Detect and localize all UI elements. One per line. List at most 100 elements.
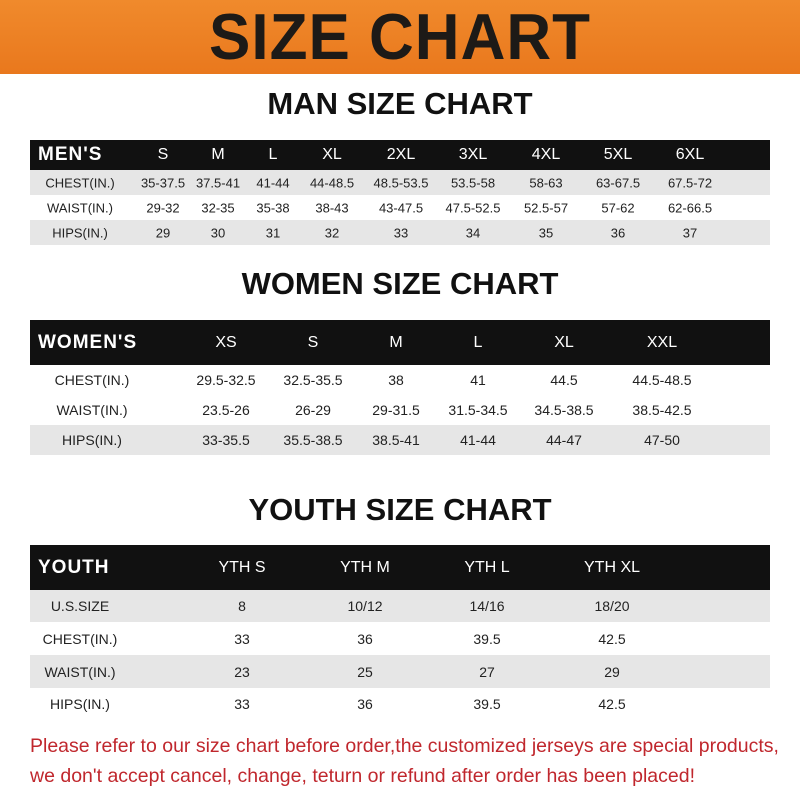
size-header: XL [322, 146, 342, 163]
measure-value: 37.5-41 [195, 175, 241, 190]
measure-value: 8 [238, 598, 246, 614]
measure-label: WAIST(IN.) [47, 200, 113, 215]
size-header: 4XL [531, 146, 561, 163]
measure-value: 62-66.5 [667, 200, 713, 215]
measure-value: 58-63 [529, 175, 563, 190]
size-header: L [473, 333, 483, 351]
measure-value: 29-32 [146, 200, 180, 215]
header-row: WOMEN'S XS S M L XL XXL [30, 320, 770, 365]
table-label: YOUTH [38, 556, 110, 578]
measure-value: 38-43 [315, 200, 349, 215]
header-row: YOUTH YTH S YTH M YTH L YTH XL [30, 545, 770, 590]
measure-label: HIPS(IN.) [50, 696, 110, 712]
banner-title: SIZE CHART [209, 0, 591, 74]
measure-value: 35.5-38.5 [283, 432, 343, 448]
measure-label: HIPS(IN.) [62, 432, 122, 448]
measure-value: 18/20 [594, 598, 630, 614]
measure-value: 25 [357, 663, 373, 680]
measure-value: 53.5-58 [450, 175, 496, 190]
measure-label: WAIST(IN.) [44, 663, 116, 680]
table-row: CHEST(IN.) 35-37.5 37.5-41 41-44 44-48.5 48.5… [30, 170, 770, 195]
size-header: M [211, 146, 225, 163]
measure-value: 39.5 [473, 696, 501, 712]
women-title: WOMEN SIZE CHART [241, 266, 559, 301]
measure-value: 31 [265, 225, 281, 240]
measure-value: 35-37.5 [140, 175, 186, 190]
measure-value: 30 [210, 225, 226, 240]
measure-value: 29-31.5 [372, 402, 420, 418]
table-row: CHEST(IN.) 33 36 39.5 42.5 [30, 622, 770, 655]
notice-line-1: Please refer to our size chart before or… [30, 735, 779, 757]
measure-value: 37 [682, 225, 698, 240]
measure-value: 36 [610, 225, 626, 240]
size-header: YTH XL [583, 558, 641, 576]
measure-value: 47.5-52.5 [445, 200, 501, 215]
measure-value: 44-47 [546, 432, 582, 448]
size-header: 2XL [386, 146, 416, 163]
size-header: XL [554, 333, 574, 351]
measure-value: 33 [234, 696, 250, 712]
table-label: WOMEN'S [38, 331, 138, 353]
table-row: CHEST(IN.) 29.5-32.5 32.5-35.5 38 41 44.5 44.5… [30, 365, 770, 395]
measure-value: 44.5-48.5 [632, 372, 692, 388]
measure-value: 38.5-41 [372, 432, 420, 448]
size-header: S [307, 333, 319, 351]
measure-value: 42.5 [598, 696, 626, 712]
measure-value: 67.5-72 [667, 175, 713, 190]
size-chart-banner: SIZE CHART [0, 0, 800, 74]
table-row: U.S.SIZE 8 10/12 14/16 18/20 [30, 590, 770, 622]
men-size-table: MEN'S S M L XL 2XL 3XL 4XL 5XL 6XL CHEST(IN.) 35-37… [30, 140, 770, 245]
men-title: MAN SIZE CHART [267, 86, 533, 121]
measure-value: 43-47.5 [378, 200, 424, 215]
measure-label: U.S.SIZE [50, 598, 110, 614]
size-header: XS [215, 333, 237, 351]
measure-value: 44.5 [550, 372, 578, 388]
women-size-table: WOMEN'S XS S M L XL XXL CHEST(IN.) 29.5-32.5 32.5… [30, 320, 770, 455]
measure-value: 14/16 [469, 598, 505, 614]
measure-value: 26-29 [295, 402, 331, 418]
measure-value: 41-44 [256, 175, 290, 190]
size-header: YTH L [464, 558, 510, 576]
measure-value: 36 [357, 630, 373, 647]
measure-value: 41-44 [460, 432, 496, 448]
measure-value: 38 [388, 372, 404, 388]
table-label: MEN'S [38, 144, 103, 165]
measure-value: 33-35.5 [202, 432, 250, 448]
measure-value: 39.5 [473, 630, 501, 647]
measure-value: 31.5-34.5 [448, 402, 508, 418]
measure-value: 32.5-35.5 [283, 372, 343, 388]
header-row: MEN'S S M L XL 2XL 3XL 4XL 5XL 6XL [30, 140, 770, 170]
measure-value: 34.5-38.5 [534, 402, 594, 418]
measure-value: 29 [604, 663, 620, 680]
measure-value: 33 [234, 630, 250, 647]
measure-value: 36 [357, 696, 373, 712]
size-header: YTH M [340, 558, 390, 576]
measure-value: 35-38 [256, 200, 290, 215]
measure-label: CHEST(IN.) [42, 630, 118, 647]
measure-value: 23 [234, 663, 250, 680]
measure-value: 29.5-32.5 [196, 372, 256, 388]
measure-value: 48.5-53.5 [373, 175, 429, 190]
measure-value: 35 [538, 225, 554, 240]
measure-label: CHEST(IN.) [54, 372, 130, 388]
table-row: WAIST(IN.) 23 25 27 29 [30, 655, 770, 688]
measure-value: 32-35 [201, 200, 235, 215]
measure-label: HIPS(IN.) [52, 225, 108, 240]
size-header: XXL [646, 333, 678, 351]
table-row: WAIST(IN.) 23.5-26 26-29 29-31.5 31.5-34.5 34… [30, 395, 770, 425]
measure-value: 47-50 [644, 432, 680, 448]
measure-label: CHEST(IN.) [45, 175, 115, 190]
youth-title: YOUTH SIZE CHART [248, 492, 552, 527]
size-header: 5XL [603, 146, 633, 163]
size-header: S [157, 146, 169, 163]
notice-line-2: we don't accept cancel, change, teturn o… [30, 765, 695, 787]
table-row: HIPS(IN.) 33 36 39.5 42.5 [30, 688, 770, 720]
measure-value: 33 [393, 225, 409, 240]
table-row: HIPS(IN.) 33-35.5 35.5-38.5 38.5-41 41-44 44-… [30, 425, 770, 455]
youth-size-table: YOUTH YTH S YTH M YTH L YTH XL U.S.SIZE 8 10/12… [30, 545, 770, 720]
measure-value: 52.5-57 [523, 200, 569, 215]
size-header: YTH S [218, 558, 266, 576]
measure-value: 23.5-26 [202, 402, 250, 418]
measure-value: 32 [324, 225, 340, 240]
size-header: 6XL [675, 146, 705, 163]
